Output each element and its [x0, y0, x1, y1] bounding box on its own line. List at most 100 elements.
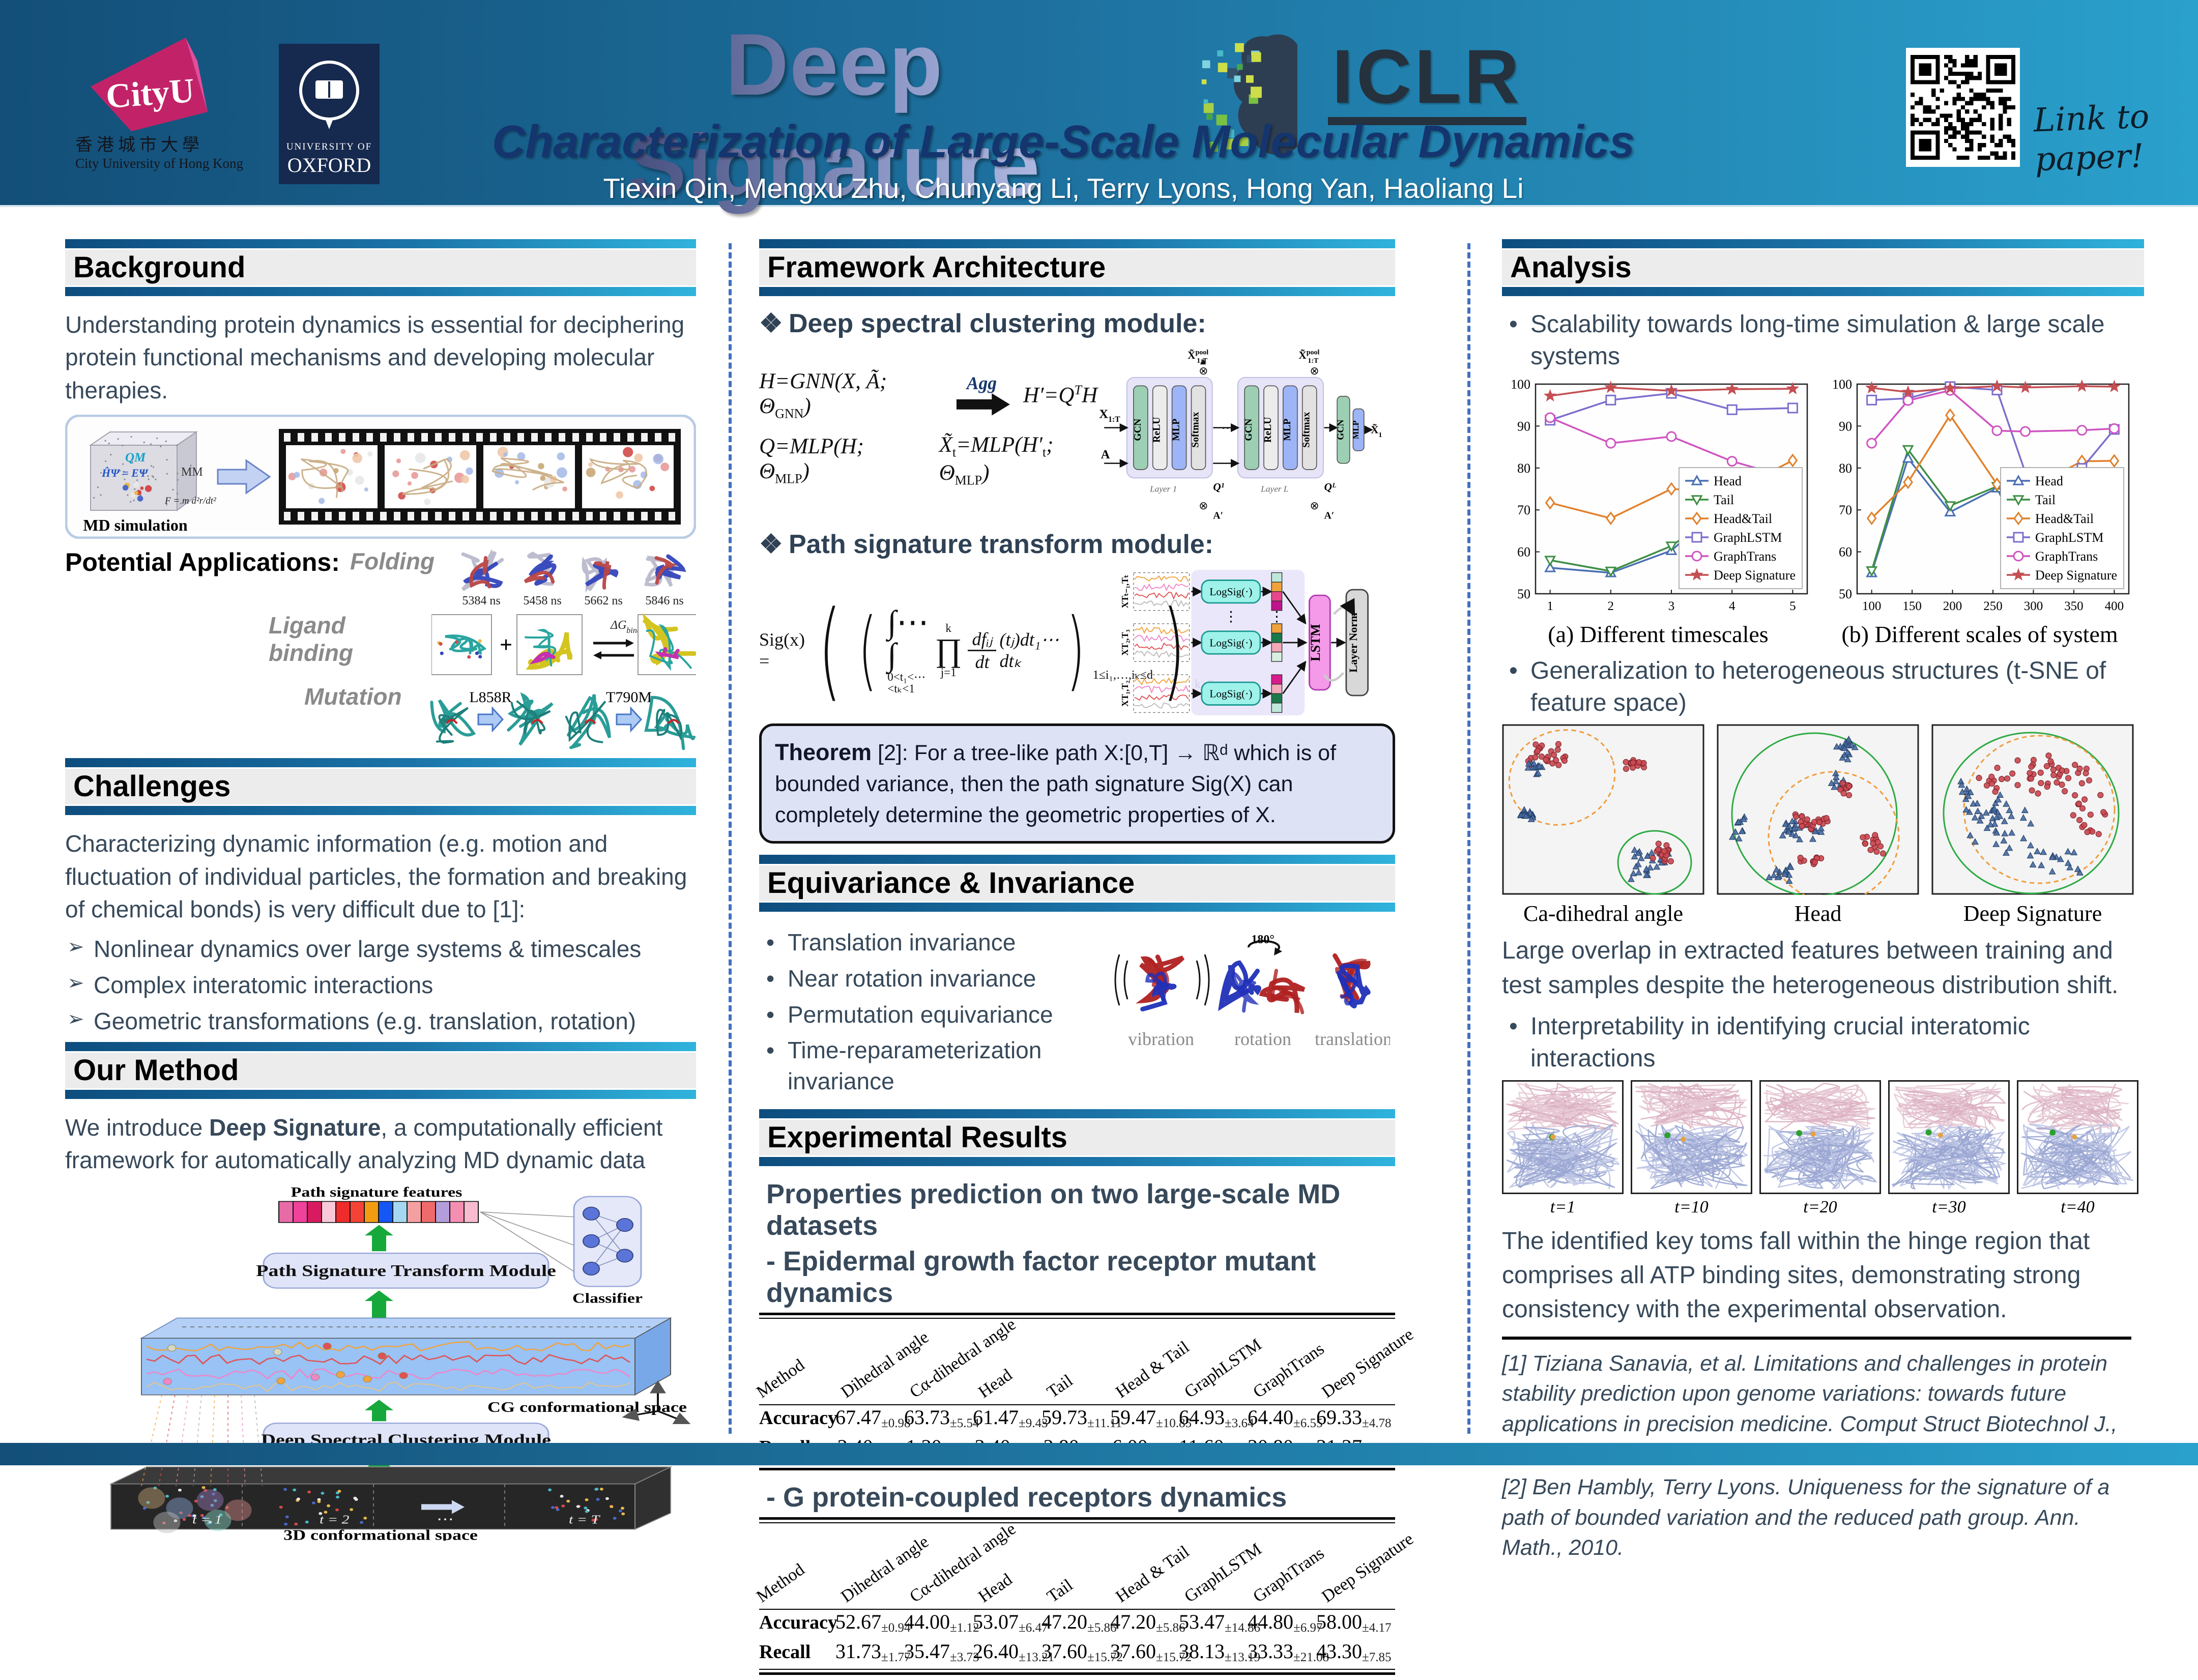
cityu-logo: CityU 香港城市大學 City University of Hong Kon…	[75, 38, 243, 171]
ligand-binding-images: +ΔGbinding, gas	[431, 613, 696, 676]
reference-1: [1] Tiziana Sanavia, et al. Limitations …	[1502, 1351, 2118, 1466]
table-row: Accuracy 52.67±0.94 44.00±1.12 53.07±6.47 47…	[759, 1610, 1392, 1635]
column-divider	[1467, 243, 1470, 1434]
challenge-item: Nonlinear dynamics over large systems & …	[65, 934, 696, 965]
svg-text:QM: QM	[125, 451, 146, 465]
svg-text:⊗: ⊗	[1310, 500, 1319, 512]
svg-text:ReLU: ReLU	[1151, 417, 1163, 443]
svg-text:t = 2: t = 2	[320, 1513, 350, 1526]
chart-b-caption: (b) Different scales of system	[1841, 621, 2118, 647]
column-header: GraphLSTM	[1181, 1539, 1265, 1606]
svg-text:Head: Head	[1714, 474, 1742, 488]
section-title: Challenges	[65, 769, 696, 805]
table-cell: 37.60±15.72	[1042, 1639, 1123, 1664]
svg-text:70: 70	[1839, 503, 1852, 517]
tsne-label: Deep Signature	[1963, 901, 2102, 926]
mutation-label: Mutation	[304, 683, 402, 710]
section-challenges: Challenges	[65, 758, 696, 816]
signature-formula: Sig(x) = (( ∫⋯∫ 0<t₁<⋯<tₖ<1 k ∏ j=1 dfᵢⱼ dt …	[759, 587, 1213, 712]
svg-text:200: 200	[1943, 599, 1962, 613]
table-cell: 43.30±7.85	[1316, 1639, 1392, 1664]
svg-text:Softmax: Softmax	[1190, 412, 1201, 448]
section-framework: Framework Architecture	[759, 239, 1395, 296]
svg-text:⊗: ⊗	[1199, 365, 1208, 377]
table-cell: 33.33±21.08	[1248, 1639, 1329, 1664]
svg-text:Head&Tail: Head&Tail	[2035, 511, 2094, 526]
table-cell: 64.93±3.64	[1179, 1405, 1254, 1430]
svg-text:MLP: MLP	[1171, 419, 1182, 441]
svg-text:GraphTrans: GraphTrans	[2035, 549, 2098, 564]
frame-label: t=30	[1932, 1197, 1966, 1216]
background-paragraph: Understanding protein dynamics is essent…	[65, 311, 685, 403]
table-cell: 35.47±3.73	[904, 1639, 979, 1664]
applications-mutation-row: Mutation L858R T790M	[65, 683, 696, 754]
md-simulation-figure: QM ĤΨ = EΨ MM F = m d²r/dt² MD simulation	[65, 414, 697, 539]
svg-text:MLP: MLP	[1282, 419, 1293, 441]
section-title: Analysis	[1502, 250, 2144, 285]
svg-text:Layer Norm: Layer Norm	[1347, 613, 1360, 673]
iclr-brain-icon	[1201, 34, 1297, 155]
svg-text:50: 50	[1517, 587, 1530, 601]
equivariance-item: Permutation equivariance	[759, 999, 1105, 1030]
column-header: Head	[975, 1570, 1016, 1606]
svg-text:CG conformational space: CG conformational space	[487, 1400, 687, 1416]
section-title: Framework Architecture	[759, 250, 1395, 285]
svg-text:OXFORD: OXFORD	[287, 154, 371, 177]
svg-text:⋯: ⋯	[437, 1512, 454, 1527]
section-title: Equivariance & Invariance	[759, 865, 1395, 902]
chart-different-timescales: 50 60 70 80 90 100 1 2 3 4 5 Head Tail Head&Tail Graph…	[1511, 377, 1808, 613]
svg-text:X1:T: X1:T	[1099, 408, 1120, 424]
applications-label: Potential Applications:	[65, 548, 340, 577]
table-cell: 37.60±15.72	[1110, 1639, 1192, 1664]
table-cell: 47.20±5.86	[1110, 1610, 1185, 1635]
svg-text:80: 80	[1517, 461, 1530, 476]
svg-text:GraphLSTM: GraphLSTM	[2035, 530, 2103, 545]
svg-text:CityU: CityU	[105, 71, 196, 115]
challenge-item: Geometric transformations (e.g. translat…	[65, 1006, 696, 1037]
ligand-binding-label: Ligand binding	[269, 612, 354, 667]
md-frame	[1502, 1080, 1624, 1194]
section-equivariance: Equivariance & Invariance	[759, 855, 1395, 912]
svg-text:rotation: rotation	[1234, 1029, 1291, 1049]
oxford-logo: UNIVERSITY OF OXFORD	[279, 44, 380, 184]
table-cell: 59.47±10.85	[1110, 1405, 1192, 1430]
table-cell: 53.47±14.86	[1179, 1610, 1260, 1635]
svg-text:A′: A′	[1324, 510, 1335, 521]
table-cell: 69.33±4.78	[1316, 1405, 1392, 1430]
svg-text:Tail: Tail	[1714, 493, 1734, 507]
svg-text:XT₂,T₃: XT₂,T₃	[1120, 629, 1130, 655]
frame-label: t=40	[2061, 1197, 2095, 1216]
svg-text:1: 1	[1547, 599, 1553, 613]
column-header: Tail	[1044, 1371, 1077, 1402]
section-analysis: Analysis	[1502, 239, 2144, 296]
svg-text:4: 4	[1729, 599, 1736, 613]
svg-text:LogSig(·): LogSig(·)	[1209, 688, 1252, 700]
svg-text:Head: Head	[2035, 474, 2063, 488]
svg-text:80: 80	[1839, 461, 1852, 476]
svg-text:Head&Tail: Head&Tail	[1714, 511, 1772, 526]
svg-text:XTₜ₋₁,Tₜ: XTₜ₋₁,Tₜ	[1120, 575, 1130, 609]
svg-text:3: 3	[1668, 599, 1675, 613]
svg-text:GCN: GCN	[1243, 419, 1254, 441]
svg-text:+: +	[500, 632, 512, 657]
table-cell: 58.00±4.17	[1316, 1610, 1392, 1635]
svg-text:MM: MM	[181, 466, 203, 479]
frame-label: t=20	[1803, 1197, 1837, 1216]
svg-text:F = m d²r/dt²: F = m d²r/dt²	[164, 496, 216, 506]
svg-text:GraphTrans: GraphTrans	[1714, 549, 1776, 564]
svg-text:Deep Signature: Deep Signature	[1714, 568, 1796, 583]
right-column: Analysis Scalability towards long-time s…	[1502, 239, 2144, 1566]
table-cell: 53.07±6.47	[973, 1610, 1048, 1635]
svg-text:100: 100	[1511, 378, 1530, 392]
tsne-ca-dihedral	[1502, 724, 1704, 895]
results-table-gpcr: Method Dihedral angle Cα-dihedral angle Hea…	[753, 1517, 1417, 1675]
poster-header: CityU 香港城市大學 City University of Hong Kon…	[0, 0, 2198, 214]
challenges-paragraph: Characterizing dynamic information (e.g.…	[65, 830, 687, 922]
tsne-caption: Large overlap in extracted features betw…	[1502, 937, 2119, 999]
table-cell: 64.40±6.55	[1248, 1405, 1323, 1430]
scalability-charts: 50 60 70 80 90 100 1 2 3 4 5 Head Tail Head&Tail Graph…	[1502, 377, 2144, 648]
svg-text:Qᴸ: Qᴸ	[1324, 481, 1336, 493]
md-frame	[1631, 1080, 1752, 1194]
qr-code	[1906, 48, 2020, 167]
tsne-deep-signature	[1931, 724, 2134, 895]
